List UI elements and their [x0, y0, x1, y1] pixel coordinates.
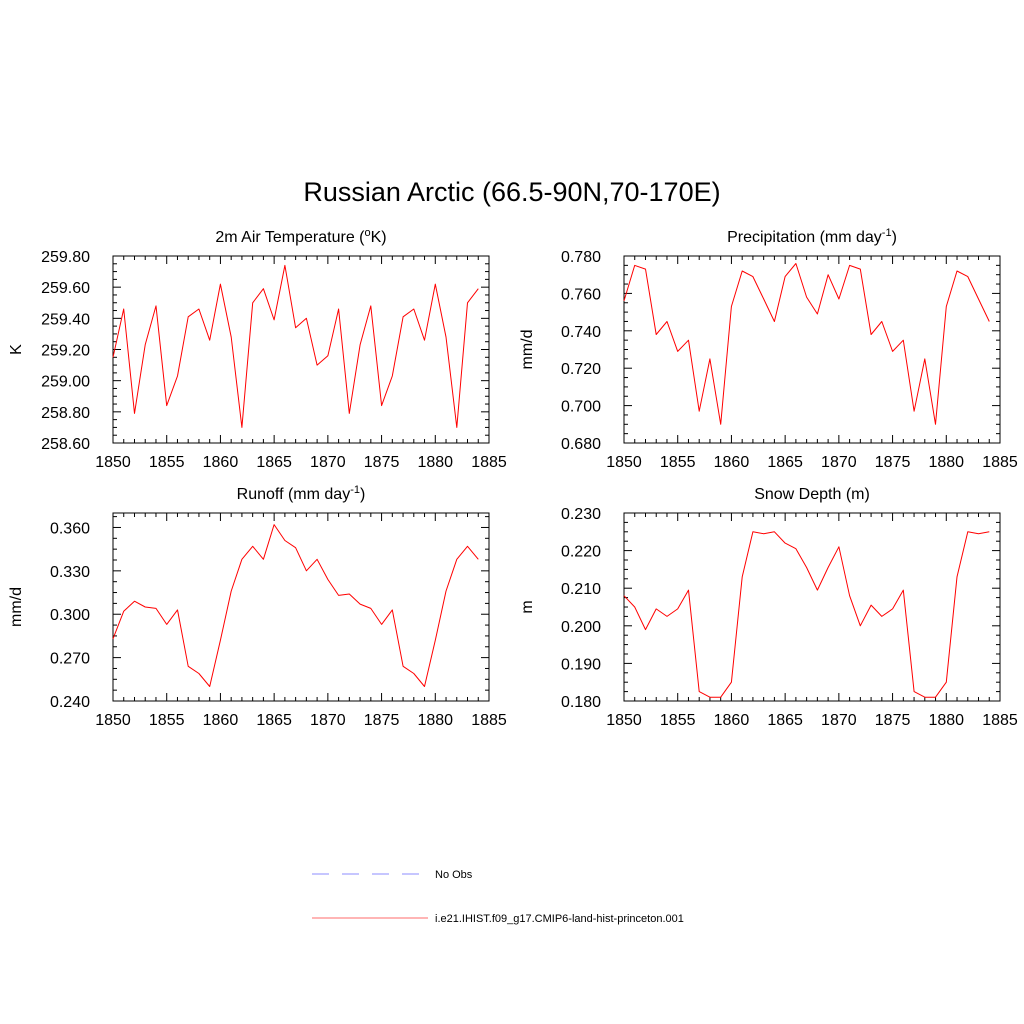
y-tick-label: 0.220 [561, 544, 601, 561]
y-tick-label: 0.760 [561, 286, 601, 303]
x-tick-label: 1850 [95, 454, 131, 471]
y-tick-label: 259.40 [41, 311, 90, 328]
legend: No Obs i.e21.IHIST.f09_g17.CMIP6-land-hi… [312, 869, 684, 925]
x-tick-label: 1850 [95, 712, 131, 729]
y-tick-label: 258.60 [41, 436, 90, 453]
y-tick-label: 0.780 [561, 249, 601, 266]
y-tick-label: 258.80 [41, 405, 90, 422]
chart-panel-4: Snow Depth (m) m 1850 1855 1860 1865 1870 1875 1… [519, 486, 1018, 729]
y-tick-label: 0.200 [561, 619, 601, 636]
x-tick-label: 1865 [767, 712, 803, 729]
y-tick-label: 0.740 [561, 324, 601, 341]
x-tick-label: 1875 [875, 454, 911, 471]
x-tick-label: 1880 [417, 712, 453, 729]
chart-panel-1: 2m Air Temperature (oK) K 1850 1855 1860 1865… [8, 227, 507, 471]
figure-title: Russian Arctic (66.5-90N,70-170E) [303, 177, 720, 207]
x-tick-label: 1860 [203, 454, 239, 471]
x-tick-label: 1855 [660, 712, 696, 729]
y-tick-label: 0.190 [561, 656, 601, 673]
chart-panel-3: Runoff (mm day-1) mm/d 1850 1855 1860 1865 187… [8, 484, 507, 729]
y-tick-label: 0.240 [50, 694, 90, 711]
x-tick-label: 1860 [203, 712, 239, 729]
x-tick-label: 1880 [417, 454, 453, 471]
y-tick-label: 0.680 [561, 436, 601, 453]
x-tick-label: 1875 [364, 712, 400, 729]
y-tick-label: 0.360 [50, 520, 90, 537]
y-tick-label: 0.270 [50, 651, 90, 668]
series-line-1 [623, 263, 990, 425]
y-axis-label: K [8, 344, 25, 355]
x-tick-label: 1885 [471, 454, 507, 471]
x-tick-label: 1855 [660, 454, 696, 471]
x-tick-label: 1870 [821, 712, 857, 729]
legend-no-obs-label: No Obs [435, 869, 473, 881]
chart-title: Runoff (mm day-1) [237, 484, 366, 503]
x-tick-label: 1870 [310, 712, 346, 729]
panels: 2m Air Temperature (oK) K 1850 1855 1860 1865… [8, 227, 1018, 729]
y-tick-label: 0.330 [50, 564, 90, 581]
x-tick-label: 1855 [149, 454, 185, 471]
y-axis-label: mm/d [8, 587, 25, 627]
chart-panel-2: Precipitation (mm day-1) mm/d 1850 1855 1860… [519, 227, 1018, 471]
series-line-1 [623, 531, 990, 698]
series-line-1 [112, 264, 479, 428]
x-tick-label: 1885 [982, 712, 1018, 729]
x-tick-label: 1875 [875, 712, 911, 729]
legend-model-label: i.e21.IHIST.f09_g17.CMIP6-land-hist-prin… [435, 913, 684, 925]
x-tick-label: 1860 [714, 712, 750, 729]
plot-frame [112, 512, 490, 702]
x-tick-label: 1885 [471, 712, 507, 729]
x-tick-label: 1880 [928, 454, 964, 471]
x-tick-label: 1865 [256, 712, 292, 729]
x-tick-label: 1850 [606, 454, 642, 471]
y-tick-label: 259.20 [41, 343, 90, 360]
chart-title: 2m Air Temperature (oK) [215, 227, 386, 246]
x-tick-label: 1850 [606, 712, 642, 729]
y-tick-label: 259.60 [41, 280, 90, 297]
y-tick-label: 0.720 [561, 361, 601, 378]
x-tick-label: 1860 [714, 454, 750, 471]
y-tick-label: 0.700 [561, 399, 601, 416]
y-tick-label: 259.00 [41, 374, 90, 391]
x-tick-label: 1865 [767, 454, 803, 471]
chart-title: Snow Depth (m) [754, 486, 870, 503]
y-axis-label: m [519, 600, 536, 613]
x-tick-label: 1870 [821, 454, 857, 471]
x-tick-label: 1885 [982, 454, 1018, 471]
y-tick-label: 0.210 [561, 581, 601, 598]
chart-title: Precipitation (mm day-1) [727, 227, 897, 246]
y-axis-label: mm/d [519, 330, 536, 370]
x-tick-label: 1875 [364, 454, 400, 471]
series-line-1 [112, 524, 479, 687]
x-tick-label: 1865 [256, 454, 292, 471]
y-tick-label: 259.80 [41, 249, 90, 266]
y-tick-label: 0.230 [561, 506, 601, 523]
x-tick-label: 1870 [310, 454, 346, 471]
x-tick-label: 1855 [149, 712, 185, 729]
x-tick-label: 1880 [928, 712, 964, 729]
y-tick-label: 0.300 [50, 607, 90, 624]
y-tick-label: 0.180 [561, 694, 601, 711]
